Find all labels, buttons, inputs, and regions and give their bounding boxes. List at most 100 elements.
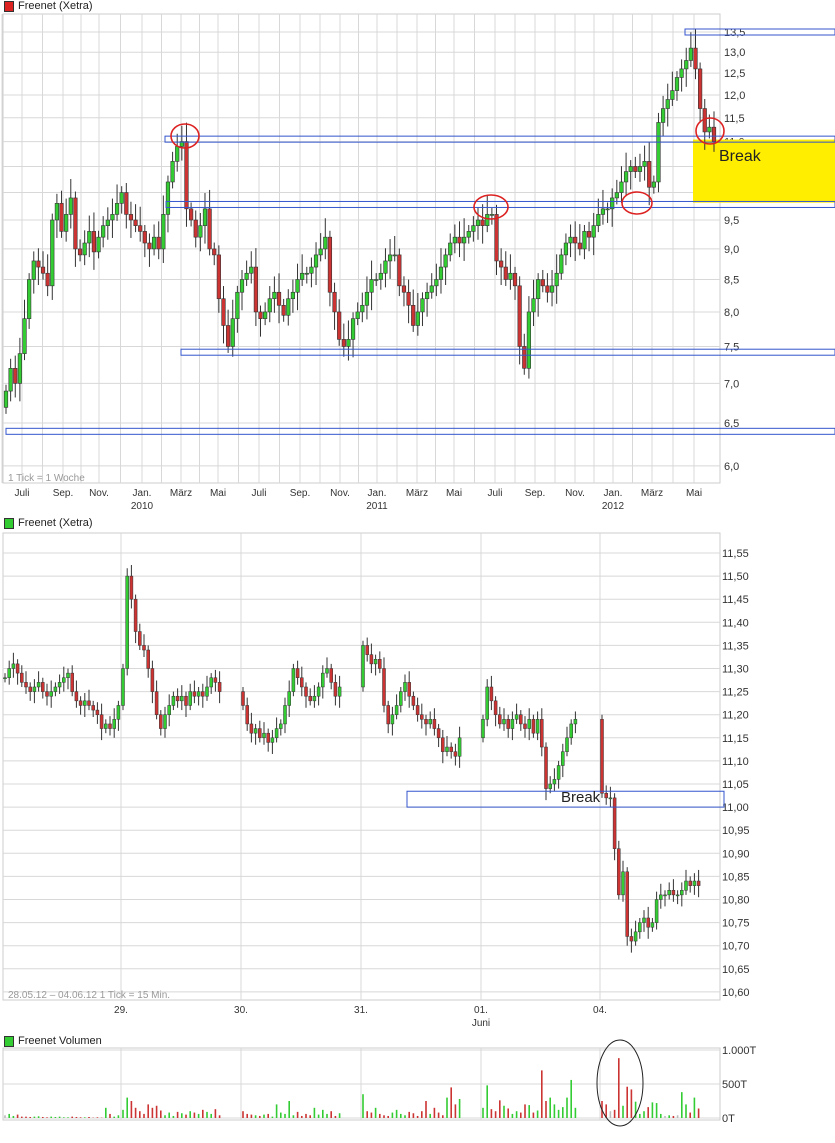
volume-bar	[482, 1107, 484, 1118]
weekly-candle-down	[512, 272, 518, 287]
weekly-candle-up	[290, 291, 296, 300]
volume-bar	[322, 1109, 324, 1118]
volume-bar	[660, 1113, 662, 1118]
volume-bar	[246, 1113, 248, 1118]
volume-bar	[113, 1116, 115, 1118]
intraday-candle-down	[213, 677, 218, 683]
volume-bar	[681, 1092, 683, 1118]
weekly-candle-up	[309, 266, 314, 274]
intraday-candle-down	[436, 728, 441, 739]
weekly-x-tick-label: Jan.	[368, 488, 387, 499]
weekly-candle-down	[577, 242, 582, 250]
volume-bar	[511, 1113, 514, 1118]
weekly-candle-up	[31, 260, 36, 280]
weekly-candle-down	[184, 141, 189, 210]
weekly-candle-up	[679, 68, 684, 78]
intraday-candle-down	[333, 682, 338, 697]
weekly-candle-down	[494, 214, 499, 262]
weekly-candle-up	[68, 197, 73, 215]
weekly-candle-up	[165, 181, 171, 215]
highlight-circle	[473, 194, 509, 220]
intraday-candle-up	[573, 719, 578, 725]
weekly-candle-down	[457, 236, 462, 244]
intraday-candle-down	[365, 645, 369, 655]
volume-bar	[309, 1115, 311, 1118]
intraday-candle-up	[32, 686, 37, 692]
legend-green-square-icon	[4, 517, 14, 529]
break-annotation: Break	[719, 148, 762, 165]
weekly-candle-up	[179, 141, 184, 147]
volume-bar	[433, 1107, 436, 1118]
weekly-candle-down	[698, 68, 703, 109]
weekly-candle-down	[332, 291, 337, 313]
intraday-candle-down	[386, 705, 390, 725]
intraday-y-tick-label: 11,40	[722, 617, 749, 629]
weekly-candle-down	[711, 126, 717, 142]
intraday-candle-down	[308, 695, 312, 702]
support-resistance-band	[684, 28, 835, 36]
weekly-candle-down	[522, 346, 527, 369]
intraday-candle-up	[291, 668, 296, 692]
weekly-candle-down	[517, 285, 522, 347]
volume-bar	[416, 1115, 419, 1118]
intraday-candle-up	[209, 677, 213, 688]
intraday-y-tick-label: 11,20	[722, 710, 749, 722]
weekly-y-tick-label: 13,0	[724, 47, 745, 59]
intraday-candle-up	[667, 890, 671, 896]
weekly-candle-up	[267, 298, 272, 313]
intraday-candle-up	[680, 890, 684, 896]
volume-bar	[458, 1098, 461, 1118]
weekly-y-tick-label: 9,5	[724, 215, 739, 227]
weekly-candle-down	[124, 192, 129, 215]
volume-bar	[553, 1104, 556, 1118]
weekly-candle-down	[91, 231, 97, 253]
volume-bar	[689, 1112, 691, 1118]
weekly-candle-down	[142, 231, 147, 244]
intraday-candle-down	[95, 709, 100, 715]
weekly-candle-up	[707, 126, 712, 133]
intraday-candle-up	[283, 705, 287, 725]
weekly-candle-up	[202, 208, 208, 226]
volume-bar	[549, 1097, 551, 1118]
weekly-candle-down	[45, 272, 50, 287]
volume-bar	[613, 1109, 616, 1118]
weekly-candle-up	[318, 248, 323, 256]
intraday-candle-up	[527, 719, 531, 729]
weekly-candle-up	[466, 231, 471, 238]
intraday-candle-down	[74, 691, 79, 702]
volume-bar	[400, 1113, 402, 1118]
intraday-candle-down	[129, 575, 134, 600]
weekly-x-tick-label: Nov.	[89, 488, 109, 499]
weekly-candle-up	[170, 161, 175, 183]
intraday-candle-down	[217, 682, 222, 692]
intraday-y-tick-label: 10,75	[722, 918, 750, 930]
volume-bar	[486, 1085, 488, 1118]
volume-y-tick-label: 0T	[722, 1113, 735, 1125]
weekly-candle-up	[485, 214, 490, 226]
volume-bar	[536, 1110, 539, 1118]
weekly-candle-up	[531, 298, 536, 313]
volume-title-text: Freenet Volumen	[18, 1035, 102, 1047]
weekly-candle-up	[559, 254, 564, 274]
intraday-candle-up	[552, 779, 557, 785]
weekly-y-tick-label: 9,0	[724, 244, 739, 256]
intraday-chart-title: Freenet (Xetra)	[4, 517, 93, 529]
volume-bar	[25, 1116, 27, 1118]
weekly-x-tick-label: Jan.	[604, 488, 623, 499]
volume-bar	[634, 1101, 637, 1118]
highlight-circle	[695, 117, 725, 145]
intraday-candle-up	[253, 728, 258, 734]
volume-bar	[296, 1111, 299, 1118]
intraday-candle-down	[142, 645, 146, 651]
volume-bar	[370, 1112, 373, 1118]
volume-bar	[532, 1112, 535, 1118]
volume-bar	[421, 1111, 423, 1118]
weekly-x-tick-label: Jan.	[133, 488, 152, 499]
intraday-candle-down	[604, 792, 608, 799]
weekly-y-tick-label: 6,0	[724, 461, 739, 473]
weekly-candle-down	[212, 248, 217, 256]
intraday-y-tick-label: 10,80	[722, 895, 750, 907]
intraday-x-tick-label: 04.	[593, 1005, 607, 1016]
weekly-candle-down	[40, 266, 46, 274]
